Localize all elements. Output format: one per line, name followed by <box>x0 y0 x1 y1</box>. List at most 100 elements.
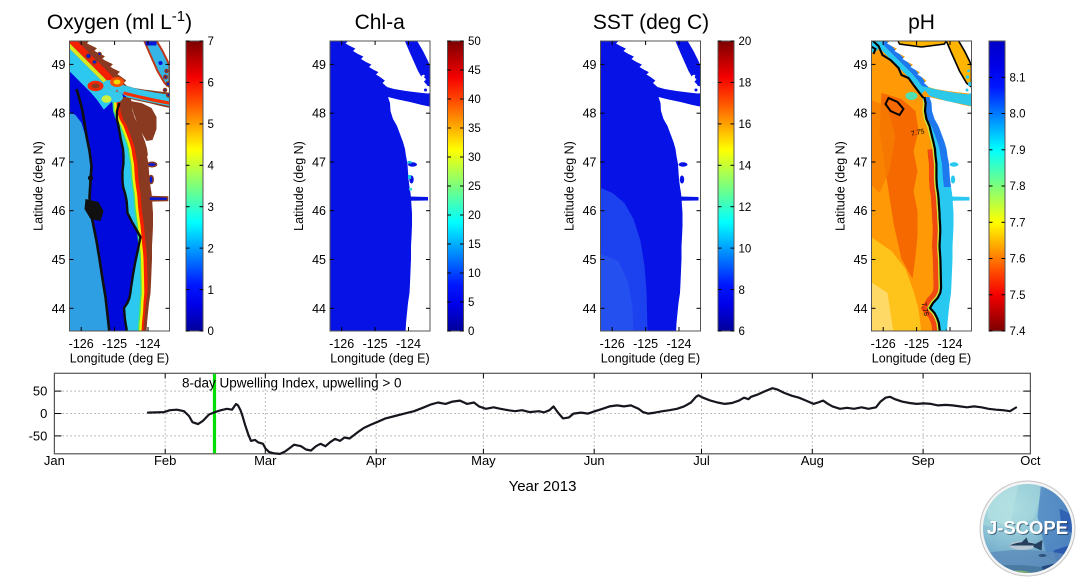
svg-text:20: 20 <box>468 210 481 222</box>
svg-text:Latitude (deg N): Latitude (deg N) <box>292 141 306 231</box>
svg-text:7.9: 7.9 <box>1010 145 1026 157</box>
svg-text:SST (deg C): SST (deg C) <box>593 11 709 34</box>
svg-text:45: 45 <box>52 253 66 267</box>
svg-text:Latitude (deg N): Latitude (deg N) <box>32 141 46 231</box>
svg-text:Jun: Jun <box>584 453 605 468</box>
svg-text:8-day Upwelling Index, upwelli: 8-day Upwelling Index, upwelling > 0 <box>182 376 402 391</box>
svg-text:-126: -126 <box>600 337 625 351</box>
svg-text:46: 46 <box>854 204 868 218</box>
svg-text:2: 2 <box>208 243 214 255</box>
svg-text:46: 46 <box>52 204 66 218</box>
svg-text:Longitude (deg E): Longitude (deg E) <box>70 352 169 366</box>
svg-text:7.5: 7.5 <box>1010 290 1026 302</box>
svg-text:30: 30 <box>468 152 481 164</box>
svg-text:15: 15 <box>468 239 481 251</box>
svg-text:16: 16 <box>739 119 752 131</box>
svg-text:Longitude (deg E): Longitude (deg E) <box>330 352 429 366</box>
svg-text:47: 47 <box>583 156 597 170</box>
svg-text:6: 6 <box>739 326 745 338</box>
svg-text:7.4: 7.4 <box>1010 326 1027 338</box>
svg-text:-124: -124 <box>666 337 691 351</box>
svg-text:Oct: Oct <box>1020 453 1041 468</box>
svg-text:J-SCOPE: J-SCOPE <box>987 517 1068 538</box>
svg-text:5: 5 <box>468 297 474 309</box>
svg-text:Latitude (deg N): Latitude (deg N) <box>563 141 577 231</box>
svg-text:25: 25 <box>468 181 481 193</box>
svg-text:8.0: 8.0 <box>1010 109 1026 121</box>
svg-text:49: 49 <box>854 58 868 72</box>
svg-text:7.75: 7.75 <box>920 302 930 317</box>
svg-text:14: 14 <box>739 161 752 173</box>
svg-text:Longitude (deg E): Longitude (deg E) <box>601 352 700 366</box>
svg-text:8.1: 8.1 <box>1010 73 1026 85</box>
svg-text:pH: pH <box>908 11 935 34</box>
svg-text:7.6: 7.6 <box>1010 254 1026 266</box>
svg-text:10: 10 <box>739 243 752 255</box>
svg-text:0: 0 <box>208 326 214 338</box>
svg-text:Apr: Apr <box>366 453 387 468</box>
svg-text:44: 44 <box>52 302 66 316</box>
svg-text:35: 35 <box>468 123 481 135</box>
svg-text:J-SCOPE: J-SCOPE <box>988 518 1069 539</box>
svg-text:4: 4 <box>208 161 215 173</box>
svg-text:50: 50 <box>33 384 47 399</box>
svg-text:49: 49 <box>583 58 597 72</box>
svg-text:-125: -125 <box>904 337 929 351</box>
svg-text:Aug: Aug <box>801 453 824 468</box>
svg-text:48: 48 <box>854 107 868 121</box>
svg-text:47: 47 <box>312 156 326 170</box>
svg-text:48: 48 <box>583 107 597 121</box>
svg-text:Longitude (deg E): Longitude (deg E) <box>872 352 971 366</box>
svg-text:Chl-a: Chl-a <box>355 11 406 34</box>
svg-text:-124: -124 <box>937 337 962 351</box>
svg-text:44: 44 <box>854 302 868 316</box>
svg-text:20: 20 <box>739 36 752 48</box>
svg-text:Jan: Jan <box>44 453 65 468</box>
svg-text:47: 47 <box>854 156 868 170</box>
svg-text:49: 49 <box>52 58 66 72</box>
svg-text:75: 75 <box>940 328 949 338</box>
svg-text:1: 1 <box>208 285 214 297</box>
svg-text:-124: -124 <box>135 337 160 351</box>
svg-text:7.7: 7.7 <box>1010 218 1026 230</box>
svg-text:-126: -126 <box>329 337 354 351</box>
svg-text:-124: -124 <box>396 337 421 351</box>
svg-text:-125: -125 <box>633 337 658 351</box>
svg-text:0: 0 <box>468 326 474 338</box>
svg-text:45: 45 <box>583 253 597 267</box>
svg-text:Oxygen (ml L-1): Oxygen (ml L-1) <box>47 8 192 34</box>
svg-text:0: 0 <box>40 406 47 421</box>
svg-text:7.8: 7.8 <box>1010 181 1026 193</box>
svg-text:47: 47 <box>52 156 66 170</box>
svg-text:18: 18 <box>739 78 752 90</box>
svg-text:5: 5 <box>208 119 214 131</box>
svg-text:Mar: Mar <box>254 453 277 468</box>
svg-text:-126: -126 <box>69 337 94 351</box>
svg-text:-50: -50 <box>29 428 48 443</box>
svg-text:Sep: Sep <box>912 453 935 468</box>
svg-text:45: 45 <box>854 253 868 267</box>
svg-text:3: 3 <box>208 202 214 214</box>
svg-text:40: 40 <box>468 94 481 106</box>
svg-text:6: 6 <box>208 78 214 90</box>
svg-text:46: 46 <box>583 204 597 218</box>
svg-text:45: 45 <box>468 65 481 77</box>
svg-text:12: 12 <box>739 202 752 214</box>
svg-text:7.75: 7.75 <box>910 128 925 138</box>
svg-text:48: 48 <box>52 107 66 121</box>
svg-text:46: 46 <box>312 204 326 218</box>
svg-text:48: 48 <box>312 107 326 121</box>
svg-text:May: May <box>471 453 496 468</box>
svg-text:50: 50 <box>468 36 481 48</box>
svg-text:10: 10 <box>468 268 481 280</box>
svg-text:Jul: Jul <box>693 453 710 468</box>
svg-text:8: 8 <box>739 285 745 297</box>
svg-text:-125: -125 <box>363 337 388 351</box>
svg-text:-126: -126 <box>871 337 896 351</box>
svg-text:Feb: Feb <box>154 453 176 468</box>
svg-text:Year 2013: Year 2013 <box>509 478 577 495</box>
svg-text:45: 45 <box>312 253 326 267</box>
svg-text:-125: -125 <box>102 337 127 351</box>
svg-text:Latitude (deg N): Latitude (deg N) <box>834 141 848 231</box>
svg-text:49: 49 <box>312 58 326 72</box>
